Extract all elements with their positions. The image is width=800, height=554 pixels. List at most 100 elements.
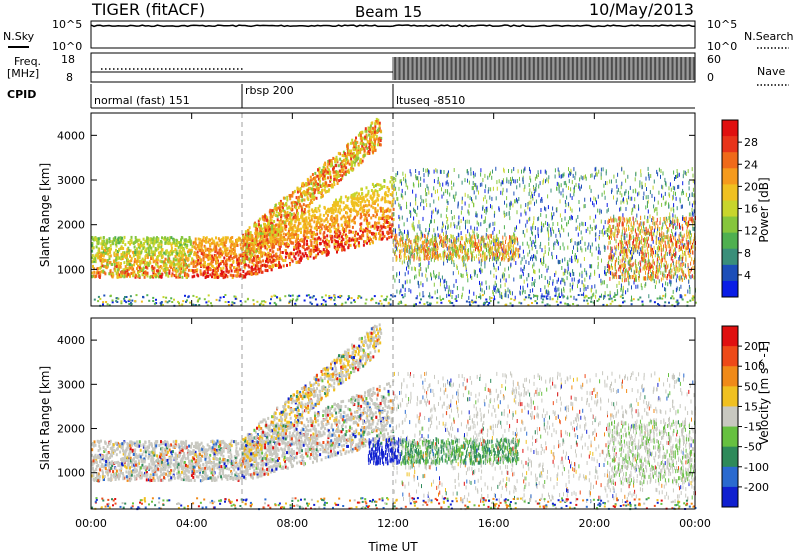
data-cell <box>523 279 525 284</box>
data-cell <box>279 199 282 203</box>
data-cell <box>688 284 690 289</box>
data-cell <box>334 234 337 238</box>
data-cell <box>176 252 179 256</box>
data-cell <box>147 246 150 250</box>
data-cell <box>101 264 104 268</box>
data-cell <box>643 224 644 229</box>
data-cell <box>553 229 555 234</box>
data-cell <box>165 238 168 242</box>
data-cell <box>351 138 354 142</box>
data-cell <box>297 246 300 250</box>
data-cell <box>581 270 583 275</box>
data-cell <box>687 265 689 270</box>
data-cell <box>251 259 254 263</box>
data-cell <box>298 199 301 202</box>
data-cell <box>544 206 545 211</box>
data-cell <box>606 264 608 268</box>
data-cell <box>595 226 596 231</box>
freq-trace <box>91 57 695 80</box>
data-cell <box>447 182 449 187</box>
data-cell <box>136 259 139 263</box>
data-cell <box>529 289 531 293</box>
data-cell <box>478 259 480 264</box>
data-cell <box>355 159 358 163</box>
data-cell <box>313 216 316 220</box>
data-cell <box>435 244 436 249</box>
data-cell <box>470 225 472 230</box>
data-cell <box>144 249 147 253</box>
data-cell <box>431 219 432 224</box>
data-cell <box>535 245 537 249</box>
data-cell <box>641 185 643 190</box>
data-cell <box>599 250 601 255</box>
data-cell <box>329 164 332 168</box>
data-cell <box>547 283 549 288</box>
data-cell <box>553 246 555 250</box>
data-cell <box>571 238 573 243</box>
data-cell <box>571 180 573 185</box>
data-cell <box>369 194 372 198</box>
data-cell <box>327 229 330 233</box>
data-cell <box>559 213 561 218</box>
data-cell <box>632 235 634 240</box>
data-cell <box>390 204 393 208</box>
data-cell <box>496 186 498 191</box>
data-cell <box>370 131 373 135</box>
data-cell <box>115 248 117 252</box>
data-cell <box>653 221 655 226</box>
data-cell <box>164 262 167 266</box>
data-cell <box>681 191 683 196</box>
data-cell <box>264 242 266 246</box>
data-cell <box>352 152 355 155</box>
data-cell <box>305 231 308 235</box>
data-cell <box>366 198 369 202</box>
data-cell <box>315 216 318 220</box>
data-cell <box>569 271 571 276</box>
data-cell <box>314 188 317 192</box>
data-cell <box>209 242 212 246</box>
data-cell <box>296 211 299 215</box>
data-cell <box>377 232 380 235</box>
data-cell <box>134 258 137 261</box>
data-cell <box>645 176 647 181</box>
data-cell <box>590 197 592 202</box>
data-cell <box>581 236 583 241</box>
data-cell <box>531 282 533 287</box>
data-cell <box>247 232 250 235</box>
data-cell <box>318 190 320 194</box>
data-cell <box>601 293 602 298</box>
data-cell <box>300 231 302 234</box>
data-cell <box>398 226 400 231</box>
data-cell <box>172 250 175 253</box>
data-cell <box>446 179 448 184</box>
data-cell <box>362 142 365 146</box>
data-cell <box>391 199 394 203</box>
data-cell <box>532 231 533 236</box>
data-cell <box>300 194 303 198</box>
data-cell <box>100 265 102 269</box>
data-cell <box>281 235 284 239</box>
data-cell <box>305 190 308 194</box>
data-cell <box>230 252 233 256</box>
data-cell <box>317 206 320 210</box>
data-cell <box>229 254 232 258</box>
data-cell <box>184 239 187 243</box>
data-cell <box>135 274 137 278</box>
data-cell <box>554 241 556 246</box>
data-cell <box>385 219 388 223</box>
data-cell <box>233 242 236 246</box>
data-cell <box>374 148 377 152</box>
data-cell <box>535 183 537 188</box>
data-cell <box>304 225 307 229</box>
data-cell <box>300 214 303 218</box>
data-cell <box>244 272 247 276</box>
data-cell <box>152 267 155 270</box>
data-cell <box>391 177 394 181</box>
data-cell <box>102 250 105 254</box>
data-cell <box>557 167 559 172</box>
data-cell <box>585 286 587 291</box>
data-cell <box>325 217 328 221</box>
data-cell <box>473 174 475 179</box>
data-cell <box>491 175 493 180</box>
data-cell <box>314 183 317 187</box>
